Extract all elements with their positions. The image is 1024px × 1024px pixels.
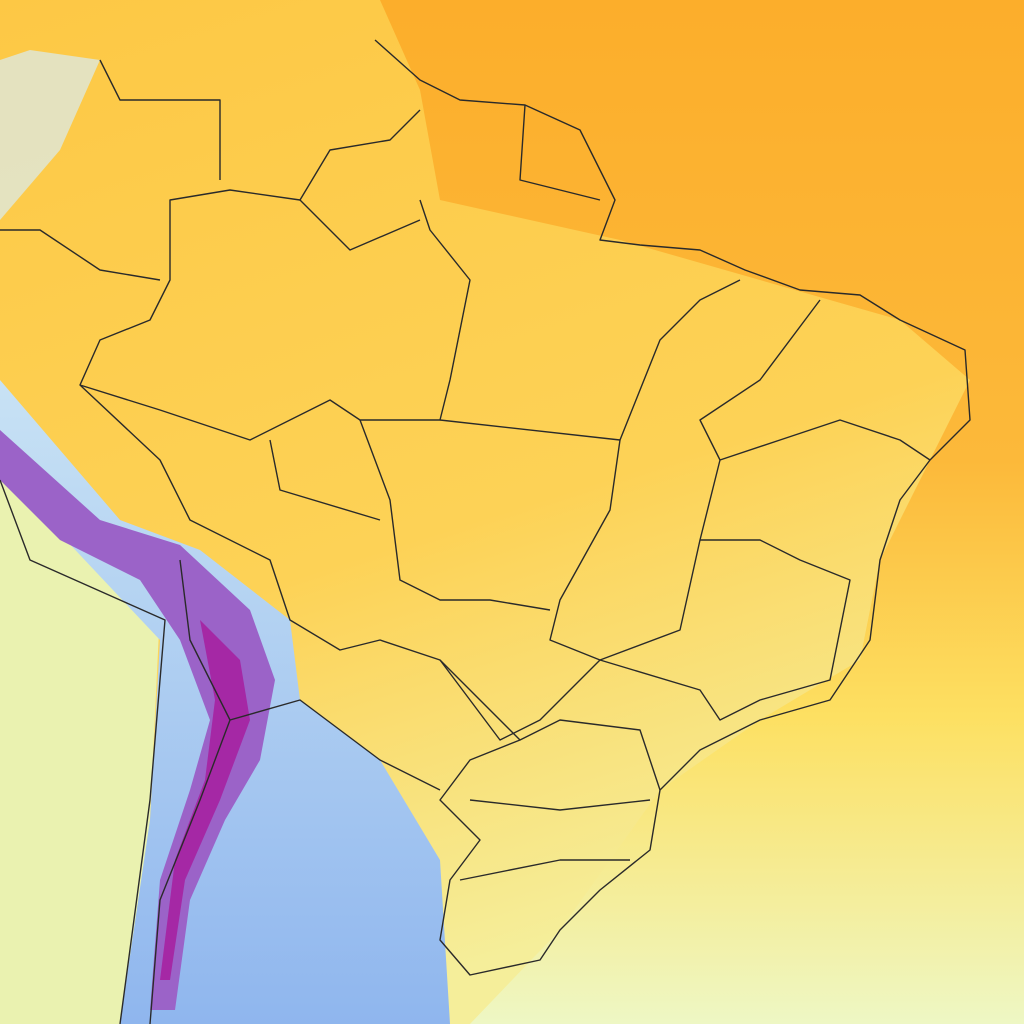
borders <box>0 39 971 1024</box>
cold-region-north <box>0 50 100 220</box>
high-altitude <box>0 430 275 1010</box>
pacific <box>0 480 160 1024</box>
peaks <box>160 620 250 980</box>
